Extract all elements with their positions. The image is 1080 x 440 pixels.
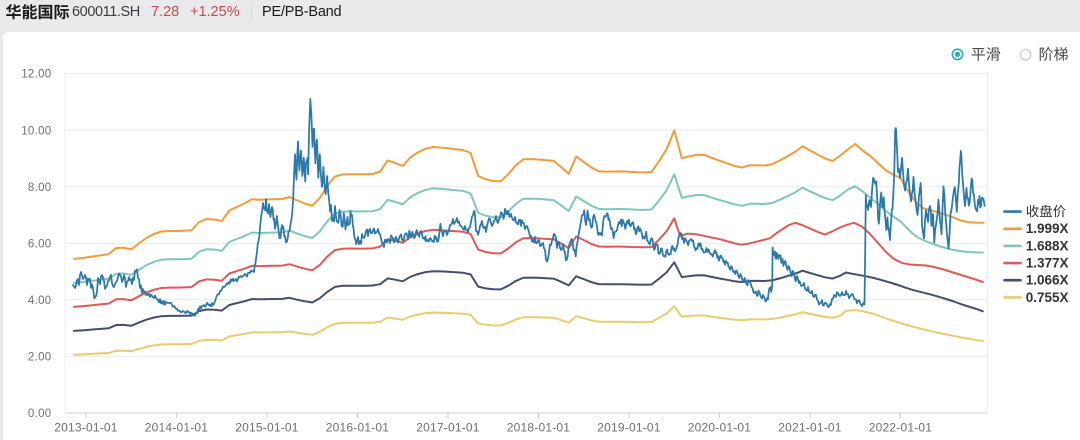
svg-text:1.377X: 1.377X [1026,255,1069,270]
svg-text:12.00: 12.00 [21,69,51,81]
svg-text:2015-01-01: 2015-01-01 [235,421,299,435]
svg-text:4.00: 4.00 [28,295,52,307]
svg-text:10.00: 10.00 [21,125,51,137]
svg-text:1.999X: 1.999X [1026,221,1069,236]
svg-text:2021-01-01: 2021-01-01 [778,421,842,435]
svg-text:6.00: 6.00 [28,239,52,251]
svg-text:2022-01-01: 2022-01-01 [869,421,933,435]
svg-text:2.00: 2.00 [28,352,52,364]
svg-text:2020-01-01: 2020-01-01 [688,421,752,435]
svg-text:2013-01-01: 2013-01-01 [54,421,118,435]
svg-text:1.066X: 1.066X [1026,273,1069,288]
svg-text:2014-01-01: 2014-01-01 [145,421,209,435]
svg-text:2016-01-01: 2016-01-01 [326,421,390,435]
svg-text:1.688X: 1.688X [1026,238,1069,253]
svg-text:2017-01-01: 2017-01-01 [416,421,480,435]
svg-text:2019-01-01: 2019-01-01 [597,421,661,435]
svg-text:0.00: 0.00 [28,408,52,420]
svg-text:2018-01-01: 2018-01-01 [507,421,571,435]
svg-text:8.00: 8.00 [28,182,52,194]
svg-text:0.755X: 0.755X [1026,290,1069,305]
